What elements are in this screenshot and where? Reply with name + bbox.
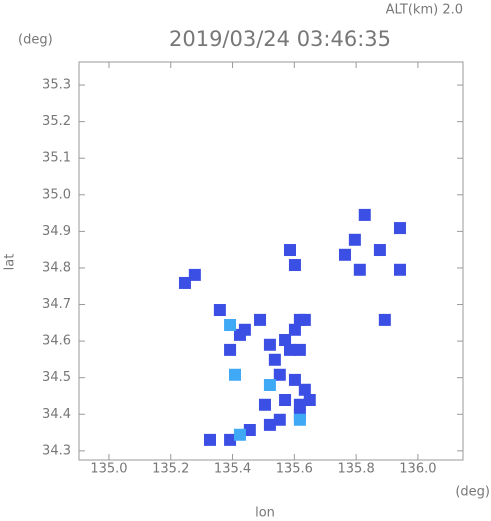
echo-cell bbox=[263, 379, 276, 392]
echo-cell bbox=[358, 208, 371, 221]
y-tick-label: 34.3 bbox=[42, 443, 71, 458]
y-tick-label: 35.1 bbox=[42, 151, 71, 166]
y-tick-label: 35.0 bbox=[42, 187, 71, 202]
x-tick-label: 135.2 bbox=[152, 462, 189, 477]
echo-cell bbox=[293, 398, 306, 411]
y-tick-label: 34.9 bbox=[42, 224, 71, 239]
echo-cell bbox=[254, 313, 267, 326]
x-unit: (deg) bbox=[455, 485, 490, 500]
echo-cell bbox=[263, 338, 276, 351]
echo-cell bbox=[258, 398, 271, 411]
echo-cell bbox=[263, 418, 276, 431]
echo-cell bbox=[283, 244, 296, 257]
echo-cell bbox=[288, 323, 301, 336]
echo-cell bbox=[338, 248, 351, 261]
echo-cell bbox=[229, 368, 242, 381]
y-tick-label: 34.8 bbox=[42, 260, 71, 275]
echo-cell bbox=[178, 276, 191, 289]
x-tick-label: 135.6 bbox=[276, 462, 313, 477]
y-unit: (deg) bbox=[18, 33, 53, 48]
echo-cell bbox=[348, 233, 361, 246]
echo-cell bbox=[224, 433, 237, 446]
echo-cell bbox=[393, 222, 406, 235]
echo-cell bbox=[203, 433, 216, 446]
echo-cell bbox=[273, 368, 286, 381]
chart-title: 2019/03/24 03:46:35 bbox=[169, 27, 391, 51]
echo-cell bbox=[233, 328, 246, 341]
x-tick-label: 135.8 bbox=[338, 462, 375, 477]
echo-cell bbox=[293, 413, 306, 426]
echo-cell bbox=[353, 263, 366, 276]
echo-cell bbox=[378, 313, 391, 326]
echo-cell bbox=[233, 428, 246, 441]
y-tick-label: 35.2 bbox=[42, 114, 71, 129]
y-tick-label: 34.6 bbox=[42, 334, 71, 349]
echo-cell bbox=[279, 394, 292, 407]
echo-cell bbox=[188, 268, 201, 281]
echo-cell bbox=[303, 394, 316, 407]
x-tick-label: 136.0 bbox=[399, 462, 436, 477]
echo-cell bbox=[288, 373, 301, 386]
y-tick-label: 34.4 bbox=[42, 407, 71, 422]
y-axis-title: lat bbox=[3, 254, 18, 271]
echo-cell bbox=[293, 343, 306, 356]
echo-cell bbox=[224, 319, 237, 332]
echo-cell bbox=[268, 353, 281, 366]
x-tick-label: 135.4 bbox=[214, 462, 251, 477]
x-tick-label: 135.0 bbox=[90, 462, 127, 477]
altitude-label: ALT(km) 2.0 bbox=[386, 3, 463, 18]
plot-frame bbox=[78, 61, 464, 461]
x-axis-title: lon bbox=[255, 506, 275, 521]
y-tick-label: 34.5 bbox=[42, 370, 71, 385]
echo-cell bbox=[224, 343, 237, 356]
echo-cell bbox=[273, 413, 286, 426]
echo-cell bbox=[243, 424, 256, 437]
y-tick-label: 35.3 bbox=[42, 78, 71, 93]
echo-cell bbox=[298, 383, 311, 396]
echo-cell bbox=[298, 313, 311, 326]
echo-cell bbox=[288, 259, 301, 272]
echo-cell bbox=[373, 244, 386, 257]
echo-cell bbox=[393, 263, 406, 276]
echo-cell bbox=[213, 304, 226, 317]
y-tick-label: 34.7 bbox=[42, 297, 71, 312]
echo-cell bbox=[279, 334, 292, 347]
echo-cell bbox=[283, 343, 296, 356]
